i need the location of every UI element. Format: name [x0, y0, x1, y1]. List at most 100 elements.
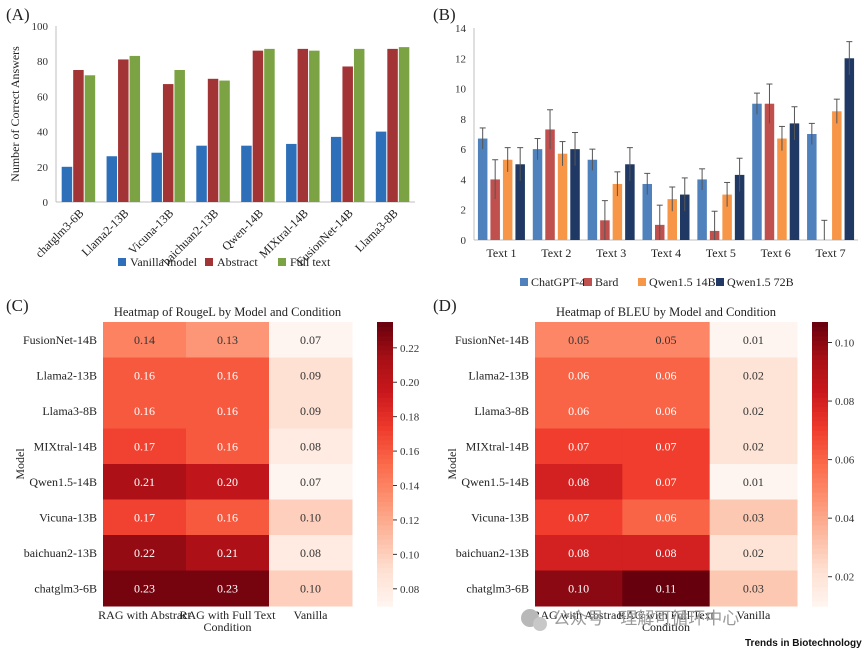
colorbar-tick-label: 0.22 [400, 343, 419, 355]
colorbar-segment [812, 568, 828, 574]
bar-abstract-qwen-14b [252, 50, 264, 202]
cell-llama3-8b-rag-with-abstract [103, 393, 187, 429]
y-tick-label: 10 [455, 84, 467, 96]
bar-qwen1-5-14b-text-2 [557, 153, 568, 240]
cell-mixtral-14b-rag-with-abstract [535, 428, 623, 465]
x-tick-label: Qwen-14B [219, 206, 266, 253]
bar-full-text-llama2-13b [129, 55, 141, 202]
colorbar-tick-label: 0.12 [400, 515, 419, 527]
colorbar-segment [377, 587, 393, 593]
cell-qwen1-5-14b-rag-with-abstract [535, 464, 623, 500]
colorbar-segment [812, 487, 828, 493]
y-tick-label: 14 [455, 23, 467, 35]
colorbar-segment [377, 331, 393, 337]
colorbar-segment [812, 582, 828, 588]
colorbar-tick-label: 0.10 [835, 337, 855, 349]
legend-swatch-bard [584, 278, 592, 286]
x-tick-label: Text 5 [706, 246, 736, 260]
colorbar-segment [812, 516, 828, 522]
x-tick-label: Text 4 [651, 246, 681, 260]
bar-bard-text-6 [764, 103, 775, 240]
colorbar-segment [377, 435, 393, 441]
colorbar-segment [812, 340, 828, 347]
column-label: RAG with Abstract [532, 608, 625, 622]
journal-footer: Trends in Biotechnology [745, 638, 862, 649]
bar-abstract-fusionnet-14b [342, 66, 353, 202]
colorbar-segment [377, 468, 393, 475]
cell-chatglm3-6b-rag-with-abstract [103, 570, 187, 607]
cell-llama2-13b-rag-with-full-text [622, 357, 711, 394]
cell-value: 0.02 [743, 439, 764, 453]
cell-value: 0.13 [217, 333, 238, 347]
colorbar-segment [377, 340, 393, 347]
cell-value: 0.08 [656, 546, 677, 560]
cell-fusionnet-14b-vanilla [709, 322, 798, 358]
cell-chatglm3-6b-rag-with-full-text [186, 570, 270, 607]
colorbar-segment [812, 587, 828, 593]
cell-value: 0.21 [217, 546, 238, 560]
row-label: MIXtral-14B [34, 439, 97, 453]
bar-vanilla-model-llama2-13b [106, 156, 118, 202]
bar-full-text-baichuan2-13b [219, 80, 230, 202]
cell-mixtral-14b-rag-with-full-text [186, 428, 270, 465]
colorbar-segment [812, 435, 828, 441]
legend-label: Bard [595, 275, 618, 289]
x-tick-label: Text 7 [815, 246, 845, 260]
bar-vanilla-model-mixtral-14b [286, 143, 297, 202]
colorbar-segment [377, 393, 393, 399]
colorbar-segment [812, 459, 828, 465]
cell-value: 0.08 [300, 546, 321, 560]
colorbar-segment [377, 402, 393, 408]
y-tick-label: 100 [32, 21, 49, 33]
bar-abstract-baichuan2-13b [207, 78, 219, 202]
colorbar-segment [377, 544, 393, 550]
row-label: FusionNet-14B [23, 333, 97, 347]
colorbar-segment [377, 445, 393, 451]
colorbar-segment [377, 326, 393, 333]
cell-value: 0.16 [134, 404, 155, 418]
colorbar-segment [812, 397, 828, 404]
cell-value: 0.16 [217, 510, 238, 524]
x-axis-label: Condition [642, 620, 690, 634]
bar-chatgpt-4-text-1 [477, 138, 488, 240]
colorbar-segment [812, 535, 828, 541]
cell-value: 0.01 [743, 475, 764, 489]
colorbar-segment [812, 501, 828, 508]
cell-llama2-13b-rag-with-abstract [103, 357, 187, 394]
cell-value: 0.22 [134, 546, 155, 560]
cell-value: 0.10 [300, 510, 321, 524]
watermark-text: 公众号 · 理解可循环中心 [553, 609, 739, 629]
colorbar-segment [377, 440, 393, 446]
cell-qwen1-5-14b-rag-with-full-text [186, 464, 270, 500]
bar-qwen1-5-72b-text-4 [680, 194, 690, 240]
cell-vicuna-13b-rag-with-abstract [103, 499, 187, 536]
row-label: chatglm3-6B [34, 581, 97, 595]
cell-value: 0.03 [743, 581, 764, 595]
cell-value: 0.05 [568, 333, 589, 347]
cell-qwen1-5-14b-rag-with-abstract [103, 464, 187, 500]
colorbar-segment [377, 459, 393, 465]
colorbar-segment [377, 516, 393, 522]
legend-swatch-qwen1-5-14b [638, 278, 646, 286]
cell-fusionnet-14b-rag-with-full-text [186, 322, 270, 358]
colorbar-segment [377, 350, 393, 356]
colorbar-segment [377, 506, 393, 512]
bar-qwen1-5-14b-text-5 [722, 194, 732, 240]
colorbar-segment [812, 525, 828, 531]
colorbar-segment [812, 393, 828, 399]
cell-value: 0.16 [134, 368, 155, 382]
cell-value: 0.06 [568, 368, 589, 382]
row-label: Llama2-13B [468, 368, 529, 382]
cell-value: 0.07 [656, 475, 677, 489]
colorbar-tick-label: 0.18 [400, 412, 420, 424]
legend-swatch-qwen1-5-72b [716, 278, 724, 286]
cell-chatglm3-6b-vanilla [709, 570, 798, 607]
bar-abstract-llama3-8b [387, 48, 398, 202]
colorbar-segment [812, 577, 828, 583]
colorbar-segment [812, 359, 828, 366]
colorbar-tick-label: 0.02 [835, 572, 854, 584]
cell-llama3-8b-vanilla [269, 393, 353, 429]
colorbar-segment [377, 568, 393, 574]
heatmap-d-bleu: Heatmap of BLEU by Model and Condition 0.… [445, 305, 855, 634]
